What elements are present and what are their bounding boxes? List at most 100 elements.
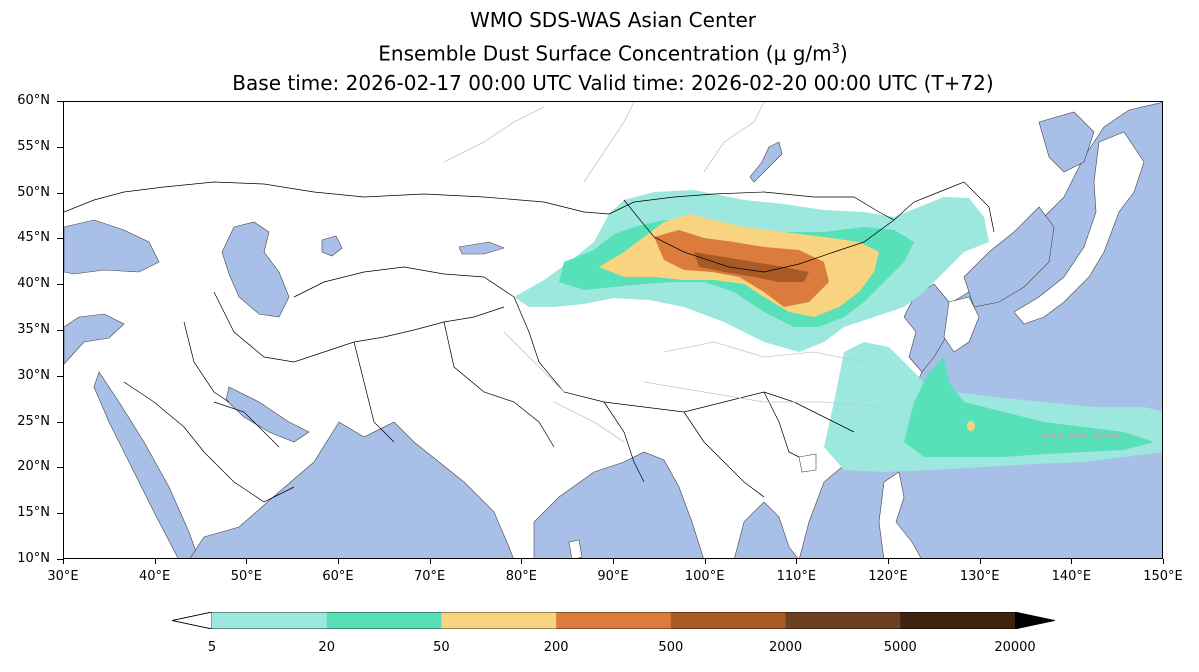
latitude-tick-mark bbox=[57, 238, 63, 240]
title-line-2-suffix: ) bbox=[839, 41, 848, 66]
dust-spot-east bbox=[967, 421, 975, 431]
black-sea bbox=[64, 219, 160, 275]
longitude-tick-mark bbox=[704, 559, 706, 564]
latitude-tick-mark bbox=[57, 467, 63, 469]
sri-lanka-island bbox=[568, 539, 583, 558]
longitude-tick-label: 50°E bbox=[230, 569, 262, 584]
longitude-tick-label: 90°E bbox=[597, 569, 629, 584]
latitude-tick-label: 20°N bbox=[17, 459, 50, 475]
mediterranean-sea bbox=[64, 313, 125, 365]
colorbar-segment bbox=[900, 612, 1016, 629]
longitude-tick-mark bbox=[338, 559, 339, 564]
lake-baikal bbox=[749, 141, 783, 183]
lake-balkhash bbox=[458, 241, 505, 255]
latitude-tick-mark bbox=[57, 330, 63, 331]
latitude-tick-label: 50°N bbox=[17, 184, 50, 200]
latitude-tick-mark bbox=[57, 513, 63, 515]
colorbar-tick-label: 50 bbox=[433, 640, 450, 655]
rivers bbox=[443, 102, 885, 443]
colorbar-over-triangle bbox=[1015, 612, 1055, 629]
colorbar-segment bbox=[670, 612, 787, 629]
country-borders bbox=[64, 181, 995, 503]
latitude-tick-label: 45°N bbox=[17, 230, 50, 246]
yellow-sea bbox=[903, 283, 950, 373]
title-line-3: Base time: 2026-02-17 00:00 UTC Valid ti… bbox=[232, 70, 994, 95]
colorbar-tick-label: 2000 bbox=[769, 640, 803, 655]
latitude-tick-mark bbox=[57, 284, 63, 286]
longitude-tick-mark bbox=[63, 559, 64, 564]
japan-island bbox=[1013, 131, 1145, 325]
latitude-tick-mark bbox=[57, 192, 63, 194]
longitude-tick-label: 60°E bbox=[322, 569, 354, 584]
colorbar-tick-label: 20 bbox=[318, 640, 335, 655]
bay-of-bengal bbox=[533, 451, 704, 558]
longitude-tick-label: 30°E bbox=[47, 569, 79, 584]
colorbar-segment bbox=[785, 612, 901, 629]
longitude-tick-label: 70°E bbox=[414, 569, 446, 584]
arabian-sea bbox=[189, 421, 514, 558]
caspian-sea bbox=[221, 221, 290, 318]
latitude-tick-label: 40°N bbox=[17, 276, 50, 292]
longitude-tick-label: 40°E bbox=[139, 569, 171, 584]
title-line-2: Ensemble Dust Surface Concentration (μ g… bbox=[63, 35, 1163, 69]
latitude-tick-label: 55°N bbox=[17, 138, 50, 154]
dust-map: ▪▪▪ ▪▪▪ ▪▪▪▪ bbox=[63, 101, 1163, 559]
latitude-tick-mark bbox=[57, 101, 63, 102]
latitude-tick-mark bbox=[57, 559, 63, 560]
latitude-tick-mark bbox=[57, 421, 63, 423]
map-svg bbox=[64, 102, 1162, 558]
colorbar-tick-label: 5000 bbox=[883, 640, 917, 655]
longitude-tick-label: 100°E bbox=[684, 569, 725, 584]
longitude-tick-label: 140°E bbox=[1051, 569, 1092, 584]
title-unit-rest: g/m bbox=[786, 41, 832, 66]
longitude-tick-mark bbox=[521, 559, 523, 564]
longitude-tick-label: 120°E bbox=[868, 569, 908, 584]
title-line-2-prefix: Ensemble Dust Surface Concentration ( bbox=[378, 41, 774, 66]
sea-of-okhotsk bbox=[1038, 111, 1095, 173]
latitude-tick-label: 15°N bbox=[17, 505, 50, 521]
longitude-tick-mark bbox=[154, 559, 156, 564]
colorbar-segment bbox=[212, 612, 328, 629]
longitude-tick-label: 150°E bbox=[1143, 569, 1183, 584]
latitude-tick-mark bbox=[57, 375, 63, 377]
colorbar-tick-label: 200 bbox=[543, 640, 569, 655]
colorbar-tick-label: 20000 bbox=[994, 640, 1036, 655]
persian-gulf bbox=[225, 386, 310, 443]
longitude-tick-mark bbox=[796, 559, 798, 564]
longitude-tick-mark bbox=[1163, 559, 1164, 564]
gulf-of-thailand bbox=[734, 501, 798, 558]
title-unit-sup: 3 bbox=[831, 42, 840, 57]
longitude-tick-mark bbox=[246, 559, 248, 564]
ocean-layer bbox=[64, 102, 1162, 558]
colorbar-tick-label: 5 bbox=[207, 640, 217, 655]
sea-of-japan bbox=[963, 206, 1055, 308]
latitude-tick-label: 10°N bbox=[17, 551, 50, 566]
watermark-text: ▪▪▪ ▪▪▪ ▪▪▪▪ bbox=[1043, 431, 1122, 441]
title-line-1: WMO SDS-WAS Asian Center bbox=[469, 8, 756, 32]
figure-title: WMO SDS-WAS Asian Center Ensemble Dust S… bbox=[63, 6, 1163, 98]
longitude-tick-label: 110°E bbox=[776, 569, 817, 584]
latitude-tick-label: 30°N bbox=[17, 367, 50, 383]
red-sea bbox=[93, 371, 199, 558]
colorbar-segment bbox=[326, 612, 442, 629]
latitude-tick-label: 35°N bbox=[17, 322, 50, 337]
latitude-tick-label: 25°N bbox=[17, 413, 50, 429]
longitude-tick-mark bbox=[613, 559, 614, 564]
colorbar-tick-label: 500 bbox=[658, 640, 684, 655]
longitude-tick-mark bbox=[888, 559, 889, 564]
title-unit-mu: μ bbox=[773, 41, 787, 66]
longitude-tick-mark bbox=[429, 559, 431, 564]
colorbar-under-triangle bbox=[172, 612, 213, 629]
philippines-island bbox=[878, 471, 922, 558]
longitude-tick-mark bbox=[979, 559, 981, 564]
colorbar-segment bbox=[556, 612, 672, 629]
aral-sea bbox=[321, 235, 343, 257]
longitude-tick-mark bbox=[1071, 559, 1073, 564]
dust-level-500-2000 bbox=[694, 252, 809, 282]
hainan-island bbox=[798, 453, 817, 473]
korea-peninsula bbox=[943, 296, 980, 353]
dust-shading bbox=[514, 190, 1162, 472]
colorbar-segment bbox=[441, 612, 557, 629]
longitude-tick-label: 130°E bbox=[959, 569, 1000, 584]
latitude-tick-label: 60°N bbox=[17, 93, 50, 108]
